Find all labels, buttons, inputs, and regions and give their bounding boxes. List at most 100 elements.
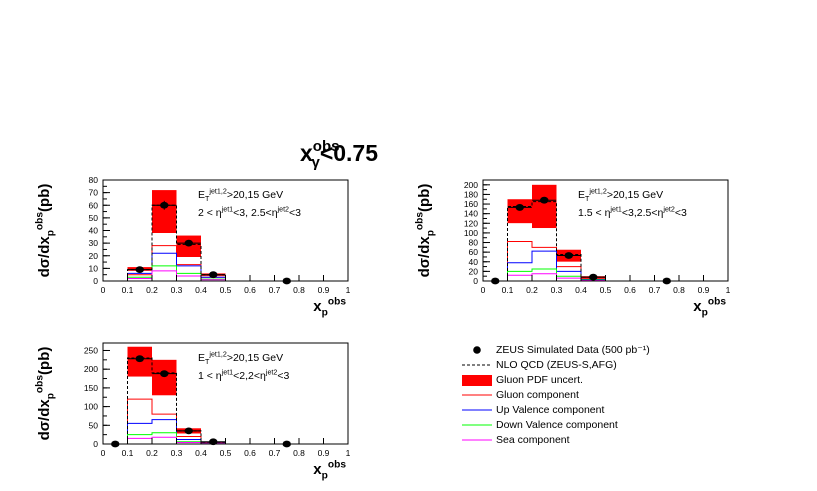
x-tick-label: 0.4	[195, 448, 207, 458]
y-tick-label: 60	[469, 247, 479, 257]
y-tick-label: 0	[93, 276, 98, 286]
annotation-eta: 1 < ηjet1<2,2<ηjet2<3	[198, 368, 289, 382]
annotation-et: ETjet1,2>20,15 GeV	[578, 187, 663, 203]
x-tick-label: 0.9	[698, 285, 710, 295]
figure-title: xobsγ<0.75	[300, 138, 379, 171]
x-tick-label: 0.5	[220, 448, 232, 458]
y-tick-label: 120	[464, 218, 478, 228]
pdf-band-bin	[152, 359, 177, 396]
x-tick-label: 0.5	[220, 285, 232, 295]
x-tick-label: 0.1	[122, 285, 134, 295]
y-tick-label: 20	[469, 266, 479, 276]
x-tick-label: 0.2	[146, 448, 158, 458]
band-gap	[176, 257, 201, 281]
x-tick-label: 0.2	[526, 285, 538, 295]
x-tick-label: 0.7	[269, 448, 281, 458]
x-tick-label: 0	[101, 448, 106, 458]
data-point	[184, 427, 193, 435]
x-tick-label: 0.3	[171, 285, 183, 295]
y-tick-label: 50	[89, 420, 99, 430]
band-gap	[127, 270, 152, 281]
legend-up-line	[462, 409, 492, 411]
y-tick-label: 100	[464, 228, 478, 238]
y-tick-label: 0	[473, 276, 478, 286]
chart-panel-1: 0 10 20 30 40 50 60 70 80 0 0.1 0.2 0.3 0.4 0.5 0.6 0.7 0…	[34, 175, 350, 319]
x-tick-label: 0.8	[673, 285, 685, 295]
legend-down-line	[462, 424, 492, 426]
band-gap	[152, 233, 177, 281]
x-tick-label: 0.6	[244, 285, 256, 295]
annotation-et: ETjet1,2>20,15 GeV	[198, 187, 283, 203]
x-tick-label: 0.3	[171, 448, 183, 458]
y-tick-label: 160	[464, 199, 478, 209]
y-axis-label: dσ/dxpobs(pb)	[34, 347, 56, 441]
y-tick-label: 100	[84, 402, 98, 412]
chart-panel-3: 0 50 100 150 200 250 0 0.1 0.2 0.3 0.4 0.5 0.6 0.7 0.8…	[34, 342, 351, 482]
data-point	[209, 438, 218, 446]
y-tick-label: 30	[89, 238, 99, 248]
annotation-et: ETjet1,2>20,15 GeV	[198, 350, 283, 366]
y-tick-label: 0	[93, 439, 98, 449]
legend: ZEUS Simulated Data (500 pb⁻¹) NLO QCD (…	[460, 343, 800, 446]
data-point	[540, 196, 549, 204]
legend-data-marker	[473, 346, 481, 354]
y-tick-label: 80	[89, 175, 99, 185]
legend-sea-line	[462, 439, 492, 441]
x-tick-label: 0.7	[269, 285, 281, 295]
data-point	[282, 440, 291, 448]
x-tick-label: 0.8	[293, 285, 305, 295]
down_valence-histogram	[127, 265, 226, 281]
legend-band-swatch	[462, 375, 492, 386]
annotation-eta: 2 < ηjet1<3, 2.5<ηjet2<3	[198, 205, 301, 219]
y-tick-label: 60	[89, 200, 99, 210]
pdf-band-bin	[152, 190, 177, 234]
x-tick-label: 0.6	[624, 285, 636, 295]
y-tick-label: 20	[89, 251, 99, 261]
data-point	[111, 440, 120, 448]
y-tick-label: 140	[464, 209, 478, 219]
band-gap	[176, 433, 201, 444]
x-tick-label: 0.9	[318, 448, 330, 458]
data-point	[662, 277, 671, 285]
x-tick-label: 0.4	[575, 285, 587, 295]
x-tick-label: 0.8	[293, 448, 305, 458]
x-tick-label: 0	[101, 285, 106, 295]
data-point	[184, 239, 193, 247]
x-tick-label: 1	[346, 285, 351, 295]
sea-histogram	[127, 270, 226, 281]
y-axis-label: dσ/dxpobs(pb)	[34, 184, 56, 278]
data-point	[209, 271, 218, 279]
legend-nlo-line	[462, 364, 492, 366]
y-tick-label: 200	[84, 364, 98, 374]
y-tick-label: 180	[464, 189, 478, 199]
x-tick-label: 0.1	[502, 285, 514, 295]
data-point	[135, 266, 144, 274]
y-tick-label: 80	[469, 238, 479, 248]
annotation-eta: 1.5 < ηjet1<3,2.5<ηjet2<3	[578, 205, 687, 219]
x-tick-label: 0.3	[551, 285, 563, 295]
data-point	[515, 204, 524, 211]
y-tick-label: 200	[464, 180, 478, 190]
y-tick-label: 40	[89, 226, 99, 236]
x-tick-label: 0.1	[122, 448, 134, 458]
data-point	[135, 355, 144, 363]
y-tick-label: 70	[89, 188, 99, 198]
data-point	[564, 252, 573, 259]
x-tick-label: 0.2	[146, 285, 158, 295]
y-tick-label: 250	[84, 345, 98, 355]
x-tick-label: 1	[346, 448, 351, 458]
x-axis-label: xpobs	[313, 296, 346, 318]
x-axis-label: xpobs	[693, 296, 726, 318]
x-tick-label: 0.5	[600, 285, 612, 295]
legend-gluon-line	[462, 394, 492, 396]
x-tick-label: 0.6	[244, 448, 256, 458]
x-tick-label: 0.7	[649, 285, 661, 295]
data-point	[282, 277, 291, 285]
data-point	[160, 201, 169, 209]
x-tick-label: 0	[481, 285, 486, 295]
x-tick-label: 0.9	[318, 285, 330, 295]
y-tick-label: 50	[89, 213, 99, 223]
y-tick-label: 40	[469, 257, 479, 267]
